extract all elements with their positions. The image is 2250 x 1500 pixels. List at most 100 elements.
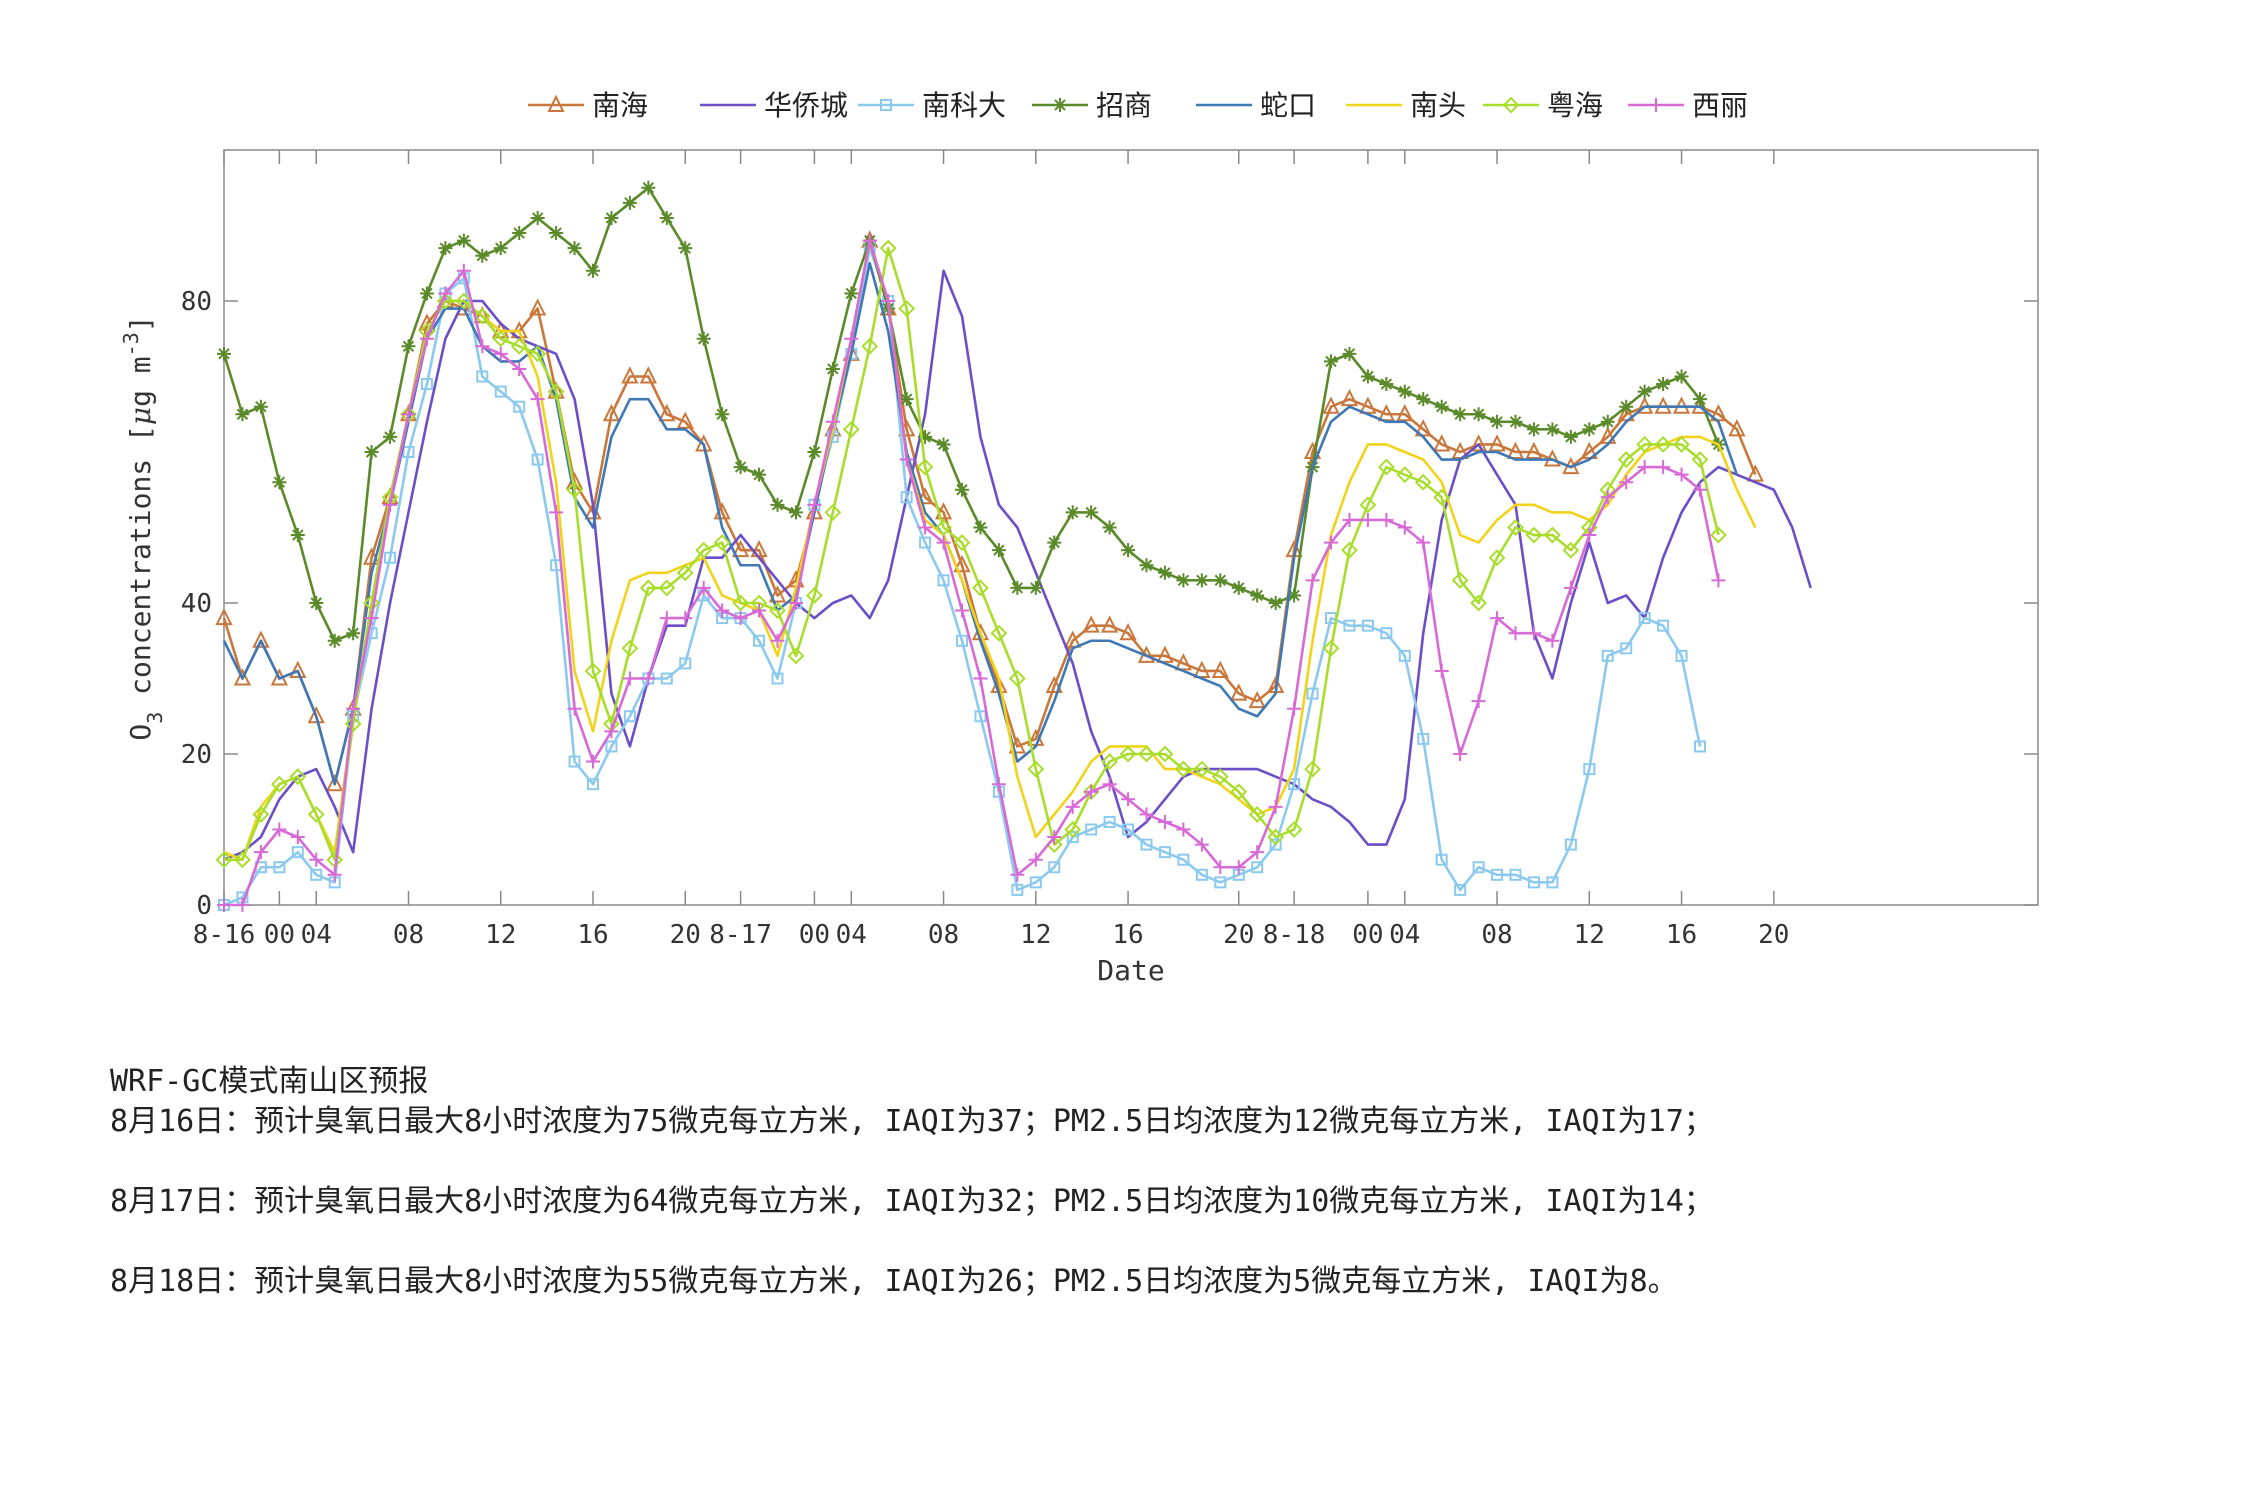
data-point [604,210,619,225]
data-point [1488,549,1506,567]
data-point [807,497,822,512]
data-point [1693,392,1707,407]
data-point [1156,745,1174,763]
data-point [1342,512,1357,527]
data-point [1139,558,1154,573]
data-point [456,263,471,278]
data-point [1471,407,1486,422]
data-point [475,339,490,354]
data-point [1324,535,1338,550]
series-line [223,246,1702,907]
data-point [623,710,636,723]
y-title-part: ] [124,315,157,332]
data-point [1601,649,1614,662]
x-tick-label: 16 [1112,920,1143,950]
data-point [1674,369,1689,384]
data-point [1304,760,1321,778]
data-point [1563,580,1578,595]
data-point [402,446,415,458]
data-point [862,233,877,248]
forecast-title: WRF-GC模式南山区预报 [110,1064,429,1099]
data-point [807,445,822,459]
data-point [844,331,859,346]
data-point [1434,399,1449,414]
data-point [678,241,693,256]
data-point [1507,519,1524,536]
data-point [953,534,971,552]
data-point [771,672,784,685]
data-point [1174,653,1193,671]
data-point [364,445,379,459]
data-point [1435,853,1448,866]
data-point [1619,399,1634,414]
data-point [1656,460,1671,475]
data-point [1065,505,1080,520]
data-point [252,630,270,648]
data-point [955,603,969,618]
data-point [289,768,307,786]
data-point [770,497,785,512]
x-tick-label: 08 [393,920,424,950]
x-tick-label: 16 [1666,920,1697,950]
data-point [1306,687,1319,700]
data-point [990,624,1008,642]
data-point [1121,543,1136,558]
data-point [401,407,416,422]
data-point [307,706,325,724]
legend-label: 南科大 [922,89,1006,122]
data-point [1620,642,1633,655]
data-point [605,740,618,753]
forecast-text: WRF-GC模式南山区预报 8月16日：预计臭氧日最大8小时浓度为75微克每立方… [110,1062,1714,1302]
data-point [586,754,600,769]
data-point [752,603,767,618]
data-point [1617,451,1635,468]
data-point [272,475,287,490]
data-point [1360,369,1375,384]
data-point [1506,441,1525,459]
data-point [695,541,713,559]
data-point [621,639,639,657]
data-point [1433,488,1451,506]
data-point [1157,565,1172,580]
data-point [217,346,231,361]
data-point [1509,868,1522,881]
data-point [493,241,508,256]
data-point [916,487,934,505]
data-point [1193,760,1211,778]
legend-label: 招商 [1096,89,1152,122]
data-point [326,773,344,792]
data-point [733,460,748,475]
data-point [1398,649,1411,662]
data-point [1065,799,1080,814]
data-point [273,861,286,874]
data-point [1066,831,1079,844]
data-point [456,233,471,248]
data-point [473,307,491,325]
data-point [881,294,896,308]
data-point [290,528,305,543]
data-point [805,502,824,520]
data-point [510,337,528,355]
legend-item: 华侨城 [700,89,848,122]
data-point [253,845,268,860]
data-point [568,755,581,768]
x-tick-label: 00 [264,920,295,950]
data-point [1156,645,1174,663]
data-point [547,383,565,401]
data-point [953,555,971,573]
data-point [1010,580,1025,595]
data-point [1268,596,1283,610]
data-point [1414,473,1432,491]
data-point [531,453,544,466]
data-point [233,668,252,686]
data-point [586,263,600,278]
data-point [1583,763,1596,776]
data-point [1638,612,1651,625]
data-point [1397,384,1412,399]
data-point [566,481,583,499]
data-point [1454,883,1467,896]
data-point [1453,407,1468,422]
data-point [1287,588,1302,603]
data-point [1377,404,1395,422]
data-point [696,331,711,346]
